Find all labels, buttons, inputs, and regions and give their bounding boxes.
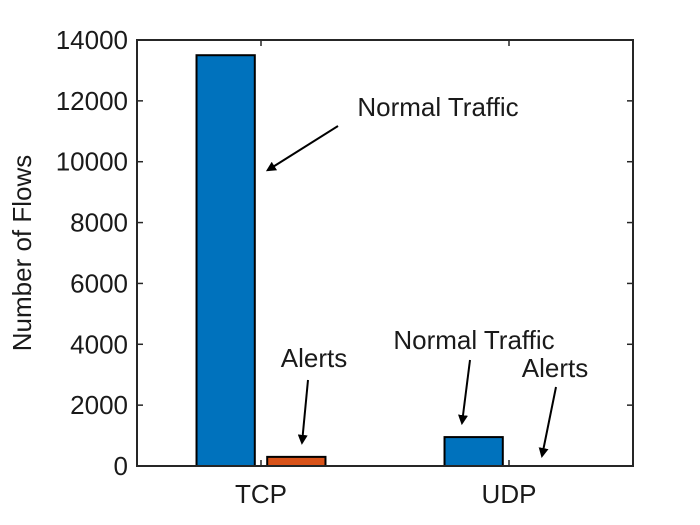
x-axis-tick-labels: TCP UDP [235, 479, 536, 509]
y-tick-label: 10000 [56, 147, 128, 177]
y-tick-label: 2000 [70, 390, 128, 420]
annotation-label: Alerts [281, 343, 347, 373]
bar-tcp-1 [266, 455, 327, 468]
bar-tcp-0 [195, 54, 256, 467]
y-tick-label: 12000 [56, 86, 128, 116]
y-axis-tick-labels: 0 2000 4000 6000 8000 10000 12000 14000 [56, 25, 128, 481]
x-tick-label-tcp: TCP [235, 479, 287, 509]
y-tick-label: 6000 [70, 268, 128, 298]
y-tick-label: 8000 [70, 208, 128, 238]
annotation-label: Normal Traffic [357, 92, 518, 122]
annotation-arrow [297, 379, 309, 445]
y-tick-label: 4000 [70, 329, 128, 359]
y-tick-label: 14000 [56, 25, 128, 55]
annotation-label: Normal Traffic [393, 325, 554, 355]
plot-area-frame [136, 39, 634, 467]
annotation-label: Alerts [522, 353, 588, 383]
annotation-arrow [265, 125, 339, 172]
y-axis-label: Number of Flows [7, 155, 37, 352]
bars-layer [195, 54, 504, 468]
annotation-arrow [458, 359, 471, 426]
bar-udp-0 [443, 436, 504, 468]
annotation-arrow [538, 386, 557, 458]
x-tick-label-udp: UDP [482, 479, 537, 509]
y-tick-label: 0 [114, 451, 128, 481]
